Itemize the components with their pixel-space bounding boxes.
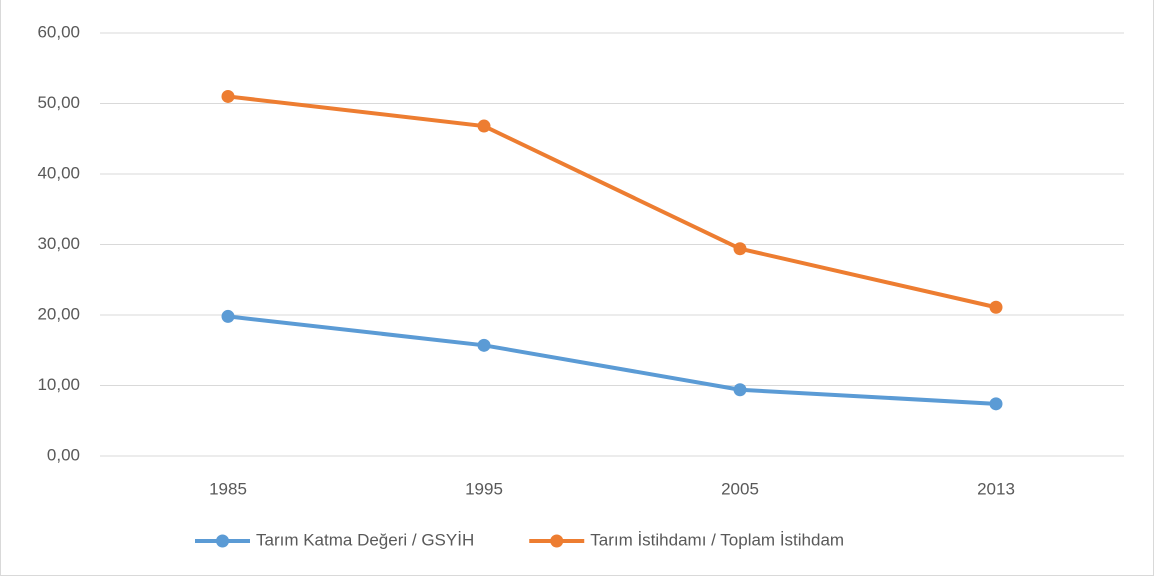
data-point xyxy=(733,383,747,397)
legend-marker xyxy=(216,534,229,548)
data-point xyxy=(221,309,235,323)
series-line xyxy=(227,314,997,406)
legend-label: Tarım İstihdamı / Toplam İstihdam xyxy=(590,530,844,549)
data-point xyxy=(477,338,491,352)
y-tick-label: 40,00 xyxy=(37,163,80,182)
series-line xyxy=(227,94,997,310)
y-tick-label: 60,00 xyxy=(37,22,80,41)
y-tick-label: 30,00 xyxy=(37,234,80,253)
x-tick-label: 2013 xyxy=(977,479,1015,498)
y-tick-label: 50,00 xyxy=(37,93,80,112)
data-point xyxy=(733,242,747,256)
y-tick-label: 10,00 xyxy=(37,375,80,394)
x-tick-label: 1995 xyxy=(465,479,503,498)
data-point xyxy=(221,89,235,103)
y-tick-label: 20,00 xyxy=(37,304,80,323)
legend-label: Tarım Katma Değeri / GSYİH xyxy=(256,530,474,549)
data-point xyxy=(989,300,1003,314)
x-tick-label: 2005 xyxy=(721,479,759,498)
data-point xyxy=(477,119,491,133)
legend-marker xyxy=(550,534,564,548)
data-point xyxy=(989,397,1003,411)
x-tick-label: 1985 xyxy=(209,479,247,498)
y-tick-label: 0,00 xyxy=(47,445,80,464)
